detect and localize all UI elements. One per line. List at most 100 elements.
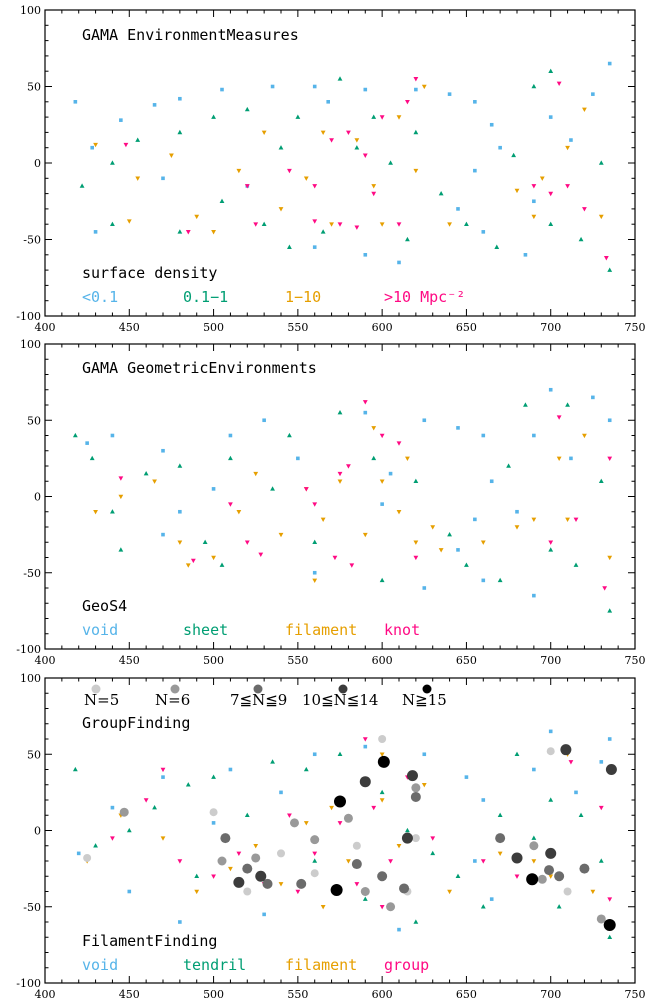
point-series-2 bbox=[278, 882, 284, 887]
point-series-1 bbox=[506, 463, 511, 468]
point-series-0 bbox=[532, 767, 536, 772]
point-series-0 bbox=[178, 509, 182, 514]
point-series-1 bbox=[362, 896, 368, 901]
point-series-2 bbox=[228, 866, 233, 872]
point-series-3 bbox=[514, 874, 520, 879]
point-series-0 bbox=[489, 122, 494, 127]
point-series-3 bbox=[177, 859, 183, 864]
point-series-2 bbox=[211, 555, 216, 561]
panel-2-title: GAMA GeometricEnvironments bbox=[82, 359, 317, 377]
point-series-1 bbox=[464, 562, 469, 567]
y-tick-label: 50 bbox=[27, 414, 41, 427]
y-tick-label: -50 bbox=[23, 234, 41, 247]
group-circle-3 bbox=[233, 876, 245, 888]
y-tick-label: 0 bbox=[34, 157, 41, 170]
point-series-1 bbox=[464, 221, 469, 226]
point-series-1 bbox=[110, 221, 115, 226]
point-series-3 bbox=[598, 805, 604, 811]
point-series-0 bbox=[388, 471, 393, 476]
x-tick-label: 550 bbox=[287, 654, 308, 667]
group-circle-2 bbox=[495, 833, 506, 844]
point-series-1 bbox=[312, 539, 318, 545]
group-circle-1 bbox=[386, 902, 396, 912]
y-tick-label: 0 bbox=[34, 825, 41, 838]
point-series-2 bbox=[531, 214, 537, 220]
point-series-1 bbox=[379, 789, 385, 795]
point-series-1 bbox=[523, 402, 528, 407]
point-series-1 bbox=[371, 455, 377, 461]
point-series-3 bbox=[371, 191, 377, 197]
group-circle-3 bbox=[560, 744, 572, 756]
point-series-2 bbox=[447, 889, 452, 895]
point-series-2 bbox=[211, 230, 216, 235]
x-tick-label: 500 bbox=[203, 988, 224, 1001]
point-series-0 bbox=[228, 433, 233, 438]
panel-1-legend-1to10: 1−10 bbox=[285, 288, 321, 306]
point-series-0 bbox=[591, 92, 595, 96]
point-series-3 bbox=[388, 859, 393, 864]
point-series-2 bbox=[329, 805, 334, 811]
point-series-1 bbox=[177, 463, 183, 468]
panel-3-legend-tendril: tendril bbox=[183, 956, 246, 974]
point-series-1 bbox=[244, 812, 250, 818]
point-series-3 bbox=[123, 142, 129, 148]
point-series-0 bbox=[270, 84, 275, 89]
point-series-1 bbox=[72, 432, 78, 438]
point-series-0 bbox=[548, 387, 553, 392]
point-series-2 bbox=[582, 433, 587, 439]
group-circle-1 bbox=[119, 807, 129, 817]
group-circle-4 bbox=[526, 873, 539, 886]
point-series-1 bbox=[320, 229, 326, 234]
point-series-1 bbox=[110, 509, 115, 514]
point-series-2 bbox=[421, 84, 427, 90]
point-series-2 bbox=[278, 532, 284, 538]
x-tick-label: 500 bbox=[203, 654, 224, 667]
point-series-0 bbox=[262, 912, 266, 917]
point-series-2 bbox=[590, 889, 596, 895]
group-circle-2 bbox=[377, 871, 388, 882]
point-series-1 bbox=[548, 221, 554, 226]
point-series-1 bbox=[379, 577, 385, 583]
point-series-3 bbox=[312, 184, 318, 189]
point-series-1 bbox=[531, 835, 537, 840]
y-tick-label: 100 bbox=[20, 672, 41, 685]
point-series-1 bbox=[110, 160, 115, 165]
point-series-1 bbox=[228, 455, 233, 461]
group-legend-marker-n6 bbox=[170, 684, 180, 694]
panel-3-legend-title: FilamentFinding bbox=[82, 932, 217, 950]
point-series-1 bbox=[447, 532, 452, 537]
x-tick-label: 450 bbox=[119, 988, 140, 1001]
group-circle-1 bbox=[310, 835, 320, 845]
point-series-0 bbox=[76, 851, 81, 856]
group-circle-0 bbox=[546, 747, 555, 756]
point-series-0 bbox=[481, 230, 486, 234]
point-series-1 bbox=[211, 774, 216, 779]
point-series-1 bbox=[598, 858, 604, 863]
point-series-3 bbox=[160, 767, 166, 773]
point-series-0 bbox=[363, 87, 368, 92]
point-series-1 bbox=[79, 183, 85, 188]
point-series-3 bbox=[396, 441, 402, 446]
point-series-3 bbox=[118, 476, 124, 481]
point-series-2 bbox=[93, 142, 98, 148]
x-tick-label: 650 bbox=[456, 321, 477, 334]
point-series-2 bbox=[556, 456, 562, 461]
point-series-2 bbox=[480, 540, 486, 545]
y-tick-label: 0 bbox=[34, 491, 41, 504]
point-series-3 bbox=[565, 184, 570, 189]
x-tick-label: 500 bbox=[203, 321, 224, 334]
panel-1-title: GAMA EnvironmentMeasures bbox=[82, 26, 299, 44]
group-legend-marker-n10-14 bbox=[338, 684, 348, 694]
group-circle-1 bbox=[251, 853, 261, 863]
y-tick-label: 50 bbox=[27, 81, 41, 94]
point-series-2 bbox=[565, 517, 570, 522]
group-legend-n7-9: 7≦N≦9 bbox=[230, 691, 287, 709]
point-series-1 bbox=[511, 152, 517, 158]
point-series-0 bbox=[473, 168, 477, 173]
panel-2-legend: void sheet filament knot bbox=[82, 621, 420, 639]
point-series-2 bbox=[430, 525, 436, 530]
point-series-1 bbox=[89, 455, 95, 461]
group-circle-2 bbox=[262, 878, 273, 889]
x-tick-label: 400 bbox=[35, 654, 56, 667]
point-series-0 bbox=[397, 260, 401, 265]
